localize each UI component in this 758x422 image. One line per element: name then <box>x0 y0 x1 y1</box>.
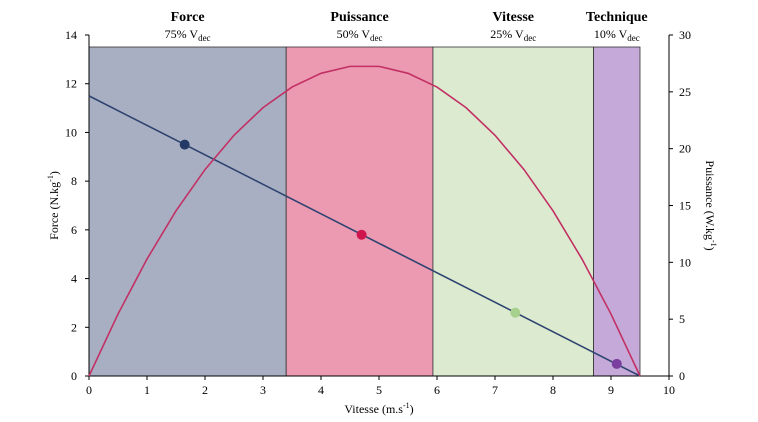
marker <box>179 139 190 150</box>
zone-label-main: 25% V <box>490 27 524 41</box>
series-line <box>88 65 641 377</box>
y2-tick-label: 5 <box>679 312 685 326</box>
zone-title: Force <box>171 10 205 25</box>
y-tick-label: 14 <box>65 28 77 42</box>
y-tick-label: 4 <box>71 272 77 286</box>
y-tick-label: 6 <box>71 223 77 237</box>
zone <box>285 46 434 377</box>
zone-title: Vitesse <box>493 10 534 25</box>
y-axis-label-main: Force (N.kg <box>47 182 61 240</box>
x-tick-label: 0 <box>86 383 92 397</box>
x-axis-label: Vitesse (m.s-1) <box>344 401 413 416</box>
zone-label-sub: dec <box>524 33 537 43</box>
x-tick-label: 7 <box>492 383 498 397</box>
y2-axis-label-main: Puissance (W.kg <box>703 160 717 240</box>
zone-label-main: 10% V <box>594 27 628 41</box>
zone-label: 25% Vdec <box>490 27 536 43</box>
x-axis-label-end: ) <box>410 402 414 416</box>
x-tick-label: 4 <box>318 383 324 397</box>
x-axis-label-sup: -1 <box>403 401 410 410</box>
zone-label: 10% Vdec <box>594 27 640 43</box>
y2-tick-label: 10 <box>679 255 691 269</box>
y-axis-label-end: ) <box>47 171 61 175</box>
x-tick-label: 2 <box>202 383 208 397</box>
y2-axis-label-end: ) <box>703 247 717 251</box>
y2-tick-label: 15 <box>679 199 691 213</box>
zone-label-main: 50% V <box>337 27 371 41</box>
zone-label-sub: dec <box>627 33 640 43</box>
x-tick-label: 6 <box>434 383 440 397</box>
zone-title: Technique <box>586 10 648 25</box>
y-axis-label: Force (N.kg-1) <box>46 171 61 240</box>
y2-tick-label: 25 <box>679 85 691 99</box>
zone <box>432 46 595 377</box>
y-tick-label: 0 <box>71 369 77 383</box>
zone-label-main: 75% V <box>165 27 199 41</box>
x-tick-label: 10 <box>663 383 675 397</box>
x-tick-label: 5 <box>376 383 382 397</box>
x-tick-label: 8 <box>550 383 556 397</box>
x-axis-label-main: Vitesse (m.s <box>344 402 403 416</box>
y2-axis-label-sup: -1 <box>709 240 718 247</box>
zone <box>593 46 641 377</box>
zone-label-sub: dec <box>198 33 211 43</box>
y-tick-label: 12 <box>65 77 77 91</box>
y2-tick-label: 30 <box>679 28 691 42</box>
y2-tick-label: 0 <box>679 369 685 383</box>
zone-label: 75% Vdec <box>165 27 211 43</box>
marker <box>611 358 622 369</box>
y-tick-label: 10 <box>65 125 77 139</box>
y-axis-label-sup: -1 <box>46 175 55 182</box>
zone-label: 50% Vdec <box>337 27 383 43</box>
x-tick-label: 1 <box>144 383 150 397</box>
zone-title: Puissance <box>330 10 388 25</box>
marker <box>510 307 521 318</box>
y2-tick-label: 20 <box>679 142 691 156</box>
zone <box>88 46 287 377</box>
zone-label-sub: dec <box>370 33 383 43</box>
marker <box>356 229 367 240</box>
y-tick-label: 8 <box>71 174 77 188</box>
y-tick-label: 2 <box>71 320 77 334</box>
x-tick-label: 3 <box>260 383 266 397</box>
x-tick-label: 9 <box>608 383 614 397</box>
y2-axis-label: Puissance (W.kg-1) <box>703 160 718 250</box>
